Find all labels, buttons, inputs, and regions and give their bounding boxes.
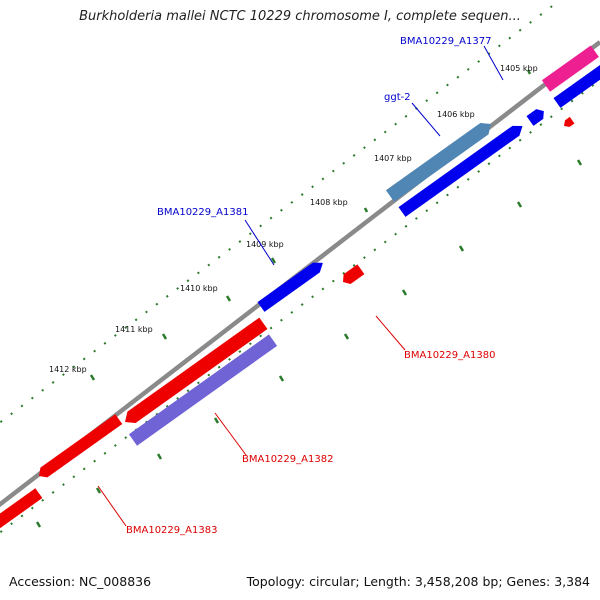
gene-BMA10229_A1381[interactable] (257, 258, 327, 312)
tick-label-1412: 1412 kbp (49, 365, 87, 374)
major-tick-1405 (526, 69, 532, 75)
gene-reverse-small[interactable] (562, 116, 575, 129)
gene-reverse-edge[interactable] (0, 488, 43, 533)
leader-line-a1380 (375, 315, 406, 351)
inner-tick-ring (0, 79, 600, 534)
major-tick-1409 (270, 257, 277, 264)
gene-BMA10229_A1382-purple[interactable] (128, 334, 278, 446)
accession-text: Accession: NC_008836 (9, 574, 152, 589)
gene-forward-small[interactable] (526, 106, 548, 126)
gene-label-a1380[interactable]: BMA10229_A1380 (404, 350, 495, 361)
inner-major-tick (213, 417, 220, 424)
gene-BMA10229_A1380[interactable] (340, 264, 365, 287)
major-tick-1410 (225, 295, 232, 302)
gene-label-a1381[interactable]: BMA10229_A1381 (157, 207, 248, 218)
tick-label-1409: 1409 kbp (246, 240, 284, 249)
leader-line-a1377 (483, 45, 504, 81)
leader-line-a1382 (214, 412, 247, 456)
map-title: Burkholderia mallei NCTC 10229 chromosom… (79, 9, 521, 24)
gene-ggt-2[interactable] (385, 118, 495, 202)
inner-major-tick (401, 289, 408, 296)
inner-major-tick (343, 333, 350, 340)
major-tick-1412 (89, 374, 96, 381)
gene-label-a1377[interactable]: BMA10229_A1377 (400, 36, 491, 47)
inner-major-tick (458, 245, 465, 252)
gene-BMA10229_A1382[interactable] (121, 317, 268, 428)
topology-summary: Topology: circular; Length: 3,458,208 bp… (246, 574, 590, 589)
tick-label-1411: 1411 kbp (115, 325, 153, 334)
gene-label-ggt2[interactable]: ggt-2 (384, 92, 411, 103)
tick-label-1406: 1406 kbp (437, 110, 475, 119)
major-tick-1411 (161, 333, 168, 340)
gene-label-a1383[interactable]: BMA10229_A1383 (126, 525, 217, 536)
leader-line-ggt2 (411, 102, 441, 137)
inner-major-tick (156, 453, 163, 460)
inner-major-tick (516, 201, 523, 208)
tick-label-1407: 1407 kbp (374, 154, 412, 163)
inner-major-tick (35, 521, 42, 528)
gene-label-a1382[interactable]: BMA10229_A1382 (242, 454, 333, 465)
inner-major-tick (278, 375, 285, 382)
gene-BMA10229_A1377[interactable] (541, 45, 599, 92)
leader-line-a1383 (97, 485, 127, 527)
leader-line-a1381 (244, 219, 275, 266)
gene-forward-inner[interactable] (398, 121, 526, 217)
tick-label-1405: 1405 kbp (500, 64, 538, 73)
gene-BMA10229_A1383[interactable] (36, 414, 123, 481)
tick-label-1410: 1410 kbp (180, 284, 218, 293)
gene-forward-inner-edge[interactable] (553, 63, 600, 108)
tick-label-1408: 1408 kbp (310, 198, 348, 207)
inner-major-tick (576, 159, 583, 166)
major-tick-1408 (363, 207, 369, 213)
inner-major-tick (95, 487, 102, 494)
